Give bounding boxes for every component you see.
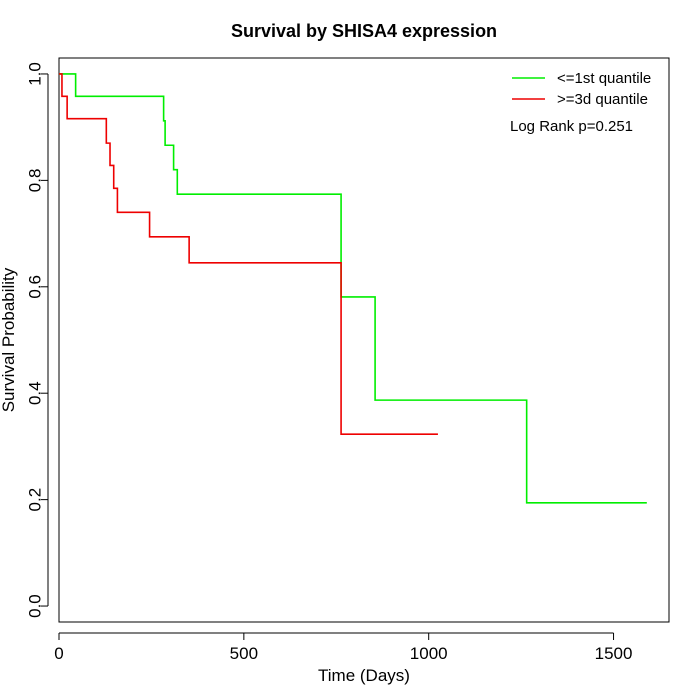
y-tick-label: 0.4 <box>26 381 45 405</box>
series-group <box>59 73 647 504</box>
y-tick-label: 0.2 <box>26 488 45 512</box>
series-line-low <box>59 73 647 504</box>
chart-title: Survival by SHISA4 expression <box>231 21 497 41</box>
x-axis-label: Time (Days) <box>318 666 410 685</box>
x-tick-label: 0 <box>54 644 63 663</box>
x-tick-label: 500 <box>230 644 258 663</box>
y-tick-label: 0.6 <box>26 275 45 299</box>
y-tick-label: 0.8 <box>26 169 45 193</box>
plot-frame <box>58 57 670 623</box>
x-tick-label: 1000 <box>410 644 448 663</box>
y-tick-label: 1.0 <box>26 62 45 86</box>
y-axis-label: Survival Probability <box>0 267 18 412</box>
x-axis: 0 500 1000 1500 <box>54 632 633 663</box>
x-tick-label: 1500 <box>595 644 633 663</box>
series-line-high <box>59 73 438 435</box>
log-rank-annotation: Log Rank p=0.251 <box>510 118 633 135</box>
y-tick-label: 0.0 <box>26 594 45 618</box>
legend-label-low: <=1st quantile <box>557 70 651 87</box>
legend-label-high: >=3d quantile <box>557 91 648 108</box>
legend: <=1st quantile >=3d quantile <box>512 70 651 108</box>
y-axis: 0.0 0.2 0.4 0.6 0.8 1.0 <box>26 62 49 618</box>
